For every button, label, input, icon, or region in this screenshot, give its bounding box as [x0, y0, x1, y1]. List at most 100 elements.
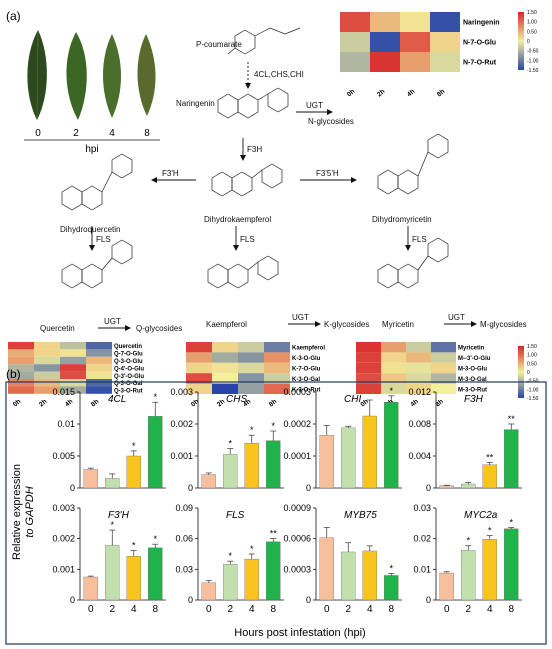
colorbar-tick: -1.50 [527, 396, 539, 402]
x-tick-label: 0 [444, 604, 450, 615]
heatmap-cell [8, 379, 34, 387]
significance-mark: * [110, 520, 114, 530]
bar [439, 572, 454, 601]
heatmap-col-label: 4h [64, 398, 74, 408]
heatmap-cell [356, 383, 381, 394]
bar-chart-0: 0 0.005 0.01 0.015 4CL * * [52, 387, 166, 493]
y-tick-label: 0.0001 [283, 451, 311, 461]
significance-mark: ** [508, 414, 516, 424]
heatmap-col-label: 4h [242, 398, 252, 408]
y-tick-label: 0.03 [175, 564, 193, 574]
y-tick-label: 0 [306, 483, 311, 493]
y-tick-label: 0.0003 [283, 387, 311, 397]
dihydrokaempferol-structure [211, 163, 283, 197]
bar [223, 454, 238, 489]
significance-mark: * [228, 439, 232, 449]
colorbar-tick: -0.50 [527, 49, 539, 55]
xlabel: Hours post infestation (hpi) [234, 627, 365, 639]
y-tick-label: 0.001 [52, 564, 75, 574]
heatmap-cell [186, 352, 212, 363]
colorbar-tick: 1.00 [527, 20, 537, 26]
heatmap-cell [34, 349, 60, 357]
heatmap-row-label: Q-4'-O-Glu [114, 366, 144, 372]
y-tick-label: 0.01 [57, 419, 75, 429]
heatmap-cell [238, 342, 264, 353]
heatmap-cell [60, 349, 86, 357]
chart-title: 4CL [108, 394, 126, 405]
heatmap-row-label: K-3-O-Glu [292, 356, 321, 362]
bar-chart-4: 0 0.001 0.002 0.003 F3'H 0 * 2 * 4 * 8 [52, 503, 166, 615]
heatmap-cell [8, 371, 34, 379]
heatmap-cell [431, 342, 456, 353]
label-ugt-top: UGT [306, 101, 323, 110]
leaf-time-4: 4 [109, 128, 115, 139]
y-tick-label: 0.002 [52, 534, 75, 544]
label-dihydroquercetin: Dihydroquercetin [60, 225, 120, 234]
heatmap-cell [86, 342, 112, 350]
heatmap-myricetin: Myricetin M--3'-O-Glu M-3-O-Glu M-3-O-Gal M-… [356, 342, 491, 408]
chart-title: FLS [226, 510, 245, 521]
heatmap-col-label: 0h [346, 88, 356, 98]
colorbar-tick: -1.50 [527, 68, 539, 74]
heatmap-row-label: Quercetin [114, 344, 142, 350]
heatmap-col-label: 8h [268, 398, 278, 408]
y-tick-label: 0 [426, 595, 431, 605]
heatmap-cell [356, 342, 381, 353]
heatmap-cell [238, 362, 264, 374]
label-dihydrokaempferol: Dihydrokaempferol [204, 215, 271, 224]
heatmap-cell [60, 364, 86, 372]
heatmap-cell [238, 352, 264, 363]
heatmap-cell [8, 356, 34, 365]
heatmap-cell [34, 386, 60, 394]
x-tick-label: 0 [206, 604, 212, 615]
y-tick-label: 0.003 [52, 503, 75, 513]
y-tick-label: 0.008 [408, 419, 431, 429]
significance-mark: * [153, 534, 157, 544]
heatmap-cell [431, 352, 456, 363]
chart-title: MYC2a [464, 510, 498, 521]
heatmap-cell [406, 342, 431, 353]
colorbar-bottom: 1.501.000.500-0.50-1.00-1.50 [518, 344, 539, 402]
p-coumarate-structure [227, 27, 301, 55]
heatmap-row-label: Q-3-O-Rut [114, 389, 143, 395]
colorbar-tick: 0.50 [527, 29, 537, 35]
x-tick-label: 0 [324, 604, 330, 615]
bar [266, 440, 281, 489]
label-ugt-m: UGT [448, 313, 465, 322]
bar [223, 564, 238, 601]
heatmap-cell [186, 362, 212, 374]
heatmap-col-label: 0h [359, 398, 369, 408]
heatmap-cell [186, 373, 212, 384]
heatmap-row-label: K-3-O-Rut [292, 387, 320, 393]
heatmap-col-label: 0h [190, 398, 200, 408]
label-fls-k: FLS [240, 235, 255, 244]
bar [384, 575, 399, 601]
heatmap-cell [400, 12, 430, 32]
y-tick-label: 0.012 [408, 387, 431, 397]
y-tick-label: 0 [426, 483, 431, 493]
pathway [61, 27, 449, 289]
heatmap-cell [238, 383, 264, 394]
colorbar-tick: 1.50 [527, 344, 537, 350]
heatmap-cell [86, 371, 112, 379]
heatmap-row-label: Myricetin [458, 346, 485, 352]
x-tick-label: 8 [270, 604, 276, 615]
label-n-glycosides: N-glycosides [308, 117, 354, 126]
heatmap-cell [86, 349, 112, 357]
heatmap-col-label: 8h [90, 398, 100, 408]
y-tick-label: 0.03 [413, 503, 431, 513]
heatmap-cell [8, 342, 34, 350]
heatmap-cell [60, 379, 86, 387]
heatmap-cell [8, 364, 34, 372]
x-tick-label: 8 [152, 604, 158, 615]
heatmap-cell [264, 362, 290, 374]
heatmap-cell [264, 373, 290, 384]
heatmap-cell [34, 356, 60, 365]
significance-mark: * [250, 544, 254, 554]
colorbar-tick: -1.00 [527, 387, 539, 393]
y-tick-label: 0.0003 [283, 564, 311, 574]
heatmap-cell [34, 342, 60, 350]
heatmap-col-label: 2h [376, 88, 386, 98]
label-fls-m: FLS [412, 235, 427, 244]
x-tick-label: 8 [508, 604, 514, 615]
